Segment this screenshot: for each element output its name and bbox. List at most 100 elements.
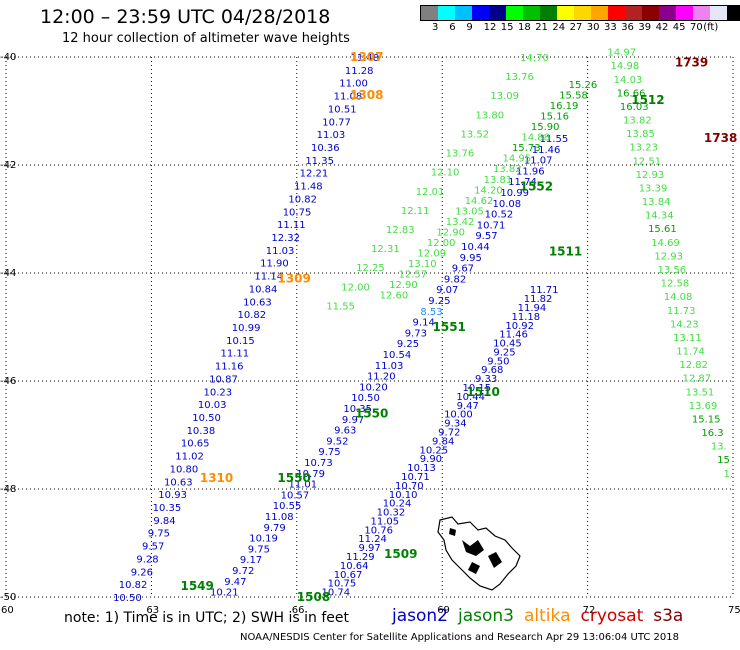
wave-height-value: 9.33	[475, 374, 497, 385]
wave-height-value: 11.82	[524, 294, 553, 305]
wave-height-value: 11.18	[511, 312, 540, 323]
pass-number-label: 1739	[675, 55, 708, 69]
latitude-label: -42	[0, 160, 16, 171]
wave-height-value: 11.03	[375, 361, 404, 372]
legend-label: 45	[672, 22, 686, 33]
wave-height-value: 13.85	[626, 129, 655, 140]
wave-height-value: 10.70	[395, 481, 424, 492]
wave-height-tracks: 11.4811.2811.0011.0810.5110.7711.0310.36…	[113, 48, 733, 604]
wave-height-value: 10.44	[456, 392, 485, 403]
wave-height-value: 11.74	[508, 177, 537, 188]
wave-height-value: 9.57	[142, 542, 164, 553]
page-subtitle: 12 hour collection of altimeter wave hei…	[62, 31, 350, 46]
wave-height-value: 15.16	[540, 112, 569, 123]
wave-height-value: 11.29	[346, 552, 375, 563]
wave-height-value: 9.67	[452, 264, 474, 275]
wave-height-value: 14.98	[611, 61, 640, 72]
pass-number-label: 1309	[277, 271, 310, 285]
wave-height-value: 9.97	[342, 415, 364, 426]
wave-height-value: 16.66	[617, 88, 646, 99]
wave-height-value: 13.42	[446, 217, 475, 228]
wave-height-value: 10.75	[328, 579, 357, 590]
footnote: note: 1) Time is in UTC; 2) SWH is in fe…	[64, 610, 350, 626]
wave-height-value: 9.57	[475, 231, 497, 242]
legend-swatch	[642, 6, 659, 20]
wave-height-value: 9.52	[326, 436, 348, 447]
wave-height-value: 9.82	[444, 274, 466, 285]
wave-height-value: 11.01	[288, 480, 317, 491]
wave-height-value: 9.75	[318, 447, 340, 458]
wave-height-value: 9.84	[432, 436, 454, 447]
satellite-legend: jason2 jason3 altika cryosat s3a	[392, 606, 693, 626]
wave-height-value: 13.76	[446, 149, 475, 160]
legend-swatch	[506, 6, 523, 20]
wave-height-value: 10.51	[328, 104, 357, 115]
wave-height-value: 11.20	[367, 372, 396, 383]
latitude-label: -50	[0, 592, 16, 603]
wave-height-value: 14.70	[520, 53, 549, 64]
wave-height-value: 12.87	[682, 374, 711, 385]
wave-height-value: 9.07	[436, 285, 458, 296]
wave-height-value: 13.82	[623, 116, 652, 127]
wave-height-value: 11.07	[524, 156, 553, 167]
wave-height-value: 12.10	[431, 168, 460, 179]
wave-height-value: 14.03	[614, 75, 643, 86]
wave-height-value: 12.09	[417, 248, 446, 259]
wave-height-value: 10.79	[296, 469, 325, 480]
wave-height-value: 9.47	[224, 577, 246, 588]
graticule: -40 -42 -44 -46 -48 -50 60 63 66 69 72 75	[0, 52, 740, 616]
satellite-name: s3a	[653, 606, 684, 626]
wave-height-value: 10.77	[322, 117, 351, 128]
pass-number-label: 1310	[200, 471, 233, 485]
legend-label: (ft)	[703, 22, 719, 33]
wave-height-value: 15.58	[559, 91, 588, 102]
wave-height-value: 9.25	[397, 339, 419, 350]
satellite-name: cryosat	[580, 606, 644, 626]
wave-height-value: 11.74	[676, 347, 705, 358]
wave-height-value: 11.46	[499, 330, 528, 341]
wave-height-value: 10.10	[389, 490, 418, 501]
legend-label: 9	[466, 22, 473, 33]
wave-height-value: 11.94	[518, 303, 547, 314]
legend-swatch	[727, 6, 740, 20]
wave-height-value: 11.48	[294, 182, 323, 193]
legend-label: 42	[655, 22, 669, 33]
legend-label: 21	[535, 22, 548, 33]
wave-height-value: 11.08	[334, 92, 363, 103]
wave-height-value: 12.00	[341, 282, 370, 293]
wave-height-value: 13.10	[408, 259, 437, 270]
wave-height-value: 10.82	[119, 580, 148, 591]
wave-height-value: 14.20	[474, 185, 503, 196]
wave-height-value: 12.90	[389, 280, 418, 291]
wave-height-value: 9.28	[136, 554, 158, 565]
wave-height-value: 13.56	[657, 265, 686, 276]
wave-height-value: 10.25	[420, 445, 449, 456]
wave-height-value: 10.52	[485, 210, 514, 221]
legend-swatch	[455, 6, 472, 20]
wave-height-value: 13.39	[639, 183, 668, 194]
wave-height-value: 11.46	[532, 145, 561, 156]
wave-height-value: 12.31	[371, 244, 400, 255]
wave-height-value: 12.90	[436, 227, 465, 238]
wave-height-value: 10.50	[113, 593, 142, 604]
longitude-label: 72	[583, 605, 596, 616]
wave-height-value: 15.73	[512, 143, 541, 154]
wave-height-value: 14.95	[502, 154, 531, 165]
longitude-label: 60	[1, 605, 14, 616]
wave-height-value: 13.80	[475, 110, 504, 121]
legend-label: 3	[432, 22, 439, 33]
legend-label: 27	[569, 22, 583, 33]
pass-number-label: 1738	[704, 131, 737, 145]
pass-number-label: 1551	[433, 320, 466, 334]
wave-height-value: 11.90	[260, 259, 289, 270]
wave-height-value: 9.25	[493, 347, 515, 358]
wave-height-value: 10.32	[377, 508, 406, 519]
wave-height-value: 10.73	[304, 458, 333, 469]
wave-height-value: 10.71	[401, 472, 430, 483]
pass-number-label: 1508	[297, 590, 330, 604]
wave-height-value: 14.23	[670, 319, 699, 330]
wave-height-value: 15.15	[692, 414, 721, 425]
wave-height-value: 16.03	[620, 102, 649, 113]
wave-height-value: 13.51	[686, 387, 715, 398]
